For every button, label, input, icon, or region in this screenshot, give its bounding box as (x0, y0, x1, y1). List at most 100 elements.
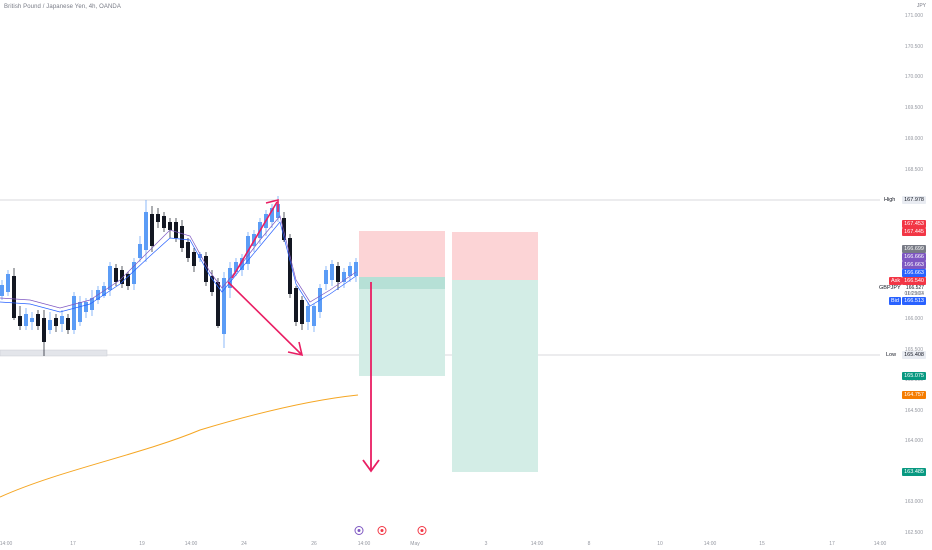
candle-body (42, 318, 46, 342)
price-tick: 168.500 (904, 167, 923, 173)
price-tick: 166.500 (904, 291, 923, 297)
low-level-label: Low (886, 352, 897, 358)
candle-body (342, 272, 346, 282)
candle-body (114, 268, 118, 282)
range-box (0, 349, 108, 357)
trend-arrow-up (231, 201, 278, 279)
chart-title: British Pound / Japanese Yen, 4h, OANDA (4, 4, 121, 10)
ma-price-tag-2: 166.666 (902, 253, 926, 261)
trend-arrow-down (227, 281, 302, 355)
candle-body (168, 222, 172, 230)
candle-body (348, 266, 352, 276)
ma-price-tag-1: 166.699 (902, 245, 926, 253)
candle-body (60, 316, 64, 324)
bar-countdown: 01:29:04 (904, 291, 924, 297)
time-tick: 14:00 (530, 541, 544, 547)
candle-body (126, 274, 130, 286)
currency-label: JPY (916, 3, 926, 9)
time-tick: 10 (657, 541, 663, 547)
candle-body (18, 316, 22, 326)
bid-label: Bid (889, 297, 901, 305)
candle-body (54, 318, 58, 326)
stop-loss-zone (359, 231, 445, 277)
low-level-value: 165.408 (902, 351, 926, 359)
candle-body (282, 218, 286, 240)
candle-body (354, 262, 358, 276)
candle-body (6, 274, 10, 292)
target-price-tag-1: 165.075 (902, 372, 926, 380)
high-level-value: 167.978 (902, 196, 926, 204)
stop-loss-zone (452, 232, 538, 280)
time-tick: 26 (311, 541, 317, 547)
candle-body (84, 302, 88, 312)
time-tick: 19 (139, 541, 145, 547)
candle-body (90, 298, 94, 310)
arrow-head-icon (265, 198, 279, 212)
time-tick: 8 (587, 541, 591, 547)
time-tick: 17 (70, 541, 76, 547)
candle-body (210, 276, 214, 292)
candle-body (144, 212, 148, 250)
price-tick: 163.000 (904, 499, 923, 505)
time-tick: May (410, 541, 420, 547)
symbol-label: GBPJPY (879, 285, 901, 291)
time-tick: 15 (759, 541, 765, 547)
candle-body (198, 254, 202, 258)
candle-body (12, 276, 16, 318)
time-tick: 3 (484, 541, 488, 547)
candle-body (150, 214, 154, 246)
candle-body (294, 288, 298, 322)
price-tick: 165.500 (904, 347, 923, 353)
time-tick: 14:00 (703, 541, 717, 547)
event-flag-icon[interactable] (377, 526, 387, 535)
price-tick: 169.500 (904, 105, 923, 111)
candle-body (222, 278, 226, 334)
candle-body (312, 306, 316, 326)
price-tick: 166.000 (904, 316, 923, 322)
event-flag-icon[interactable] (354, 526, 364, 535)
ask-label: Ask (889, 277, 903, 285)
candle-body (30, 318, 34, 322)
candle-body (186, 242, 190, 258)
candle-body (132, 262, 136, 284)
candle-body (306, 306, 310, 322)
ema-line (0, 394, 359, 498)
price-tick: 164.500 (904, 408, 923, 414)
price-tick: 169.000 (904, 136, 923, 142)
arrow-head-icon (287, 341, 304, 357)
candle-body (216, 282, 220, 326)
ma-price-tag-3: 166.663 (902, 261, 926, 269)
price-tick: 165.000 (904, 377, 923, 383)
candle-body (72, 296, 76, 330)
take-profit-zone (359, 289, 445, 376)
stop-price-tag-2: 167.445 (902, 228, 926, 236)
time-tick: 14:00 (184, 541, 198, 547)
bid-price-tag: 166.513 (902, 297, 926, 305)
candle-body (66, 318, 70, 330)
candle-body (336, 266, 340, 282)
candle-body (192, 252, 196, 266)
moving-average-line (0, 215, 357, 309)
price-tick: 171.000 (904, 13, 923, 19)
candle-body (180, 226, 184, 248)
candle-body (0, 285, 4, 296)
ask-price-tag: 166.540 (902, 277, 926, 285)
candle-body (234, 262, 238, 272)
event-flag-icon[interactable] (417, 526, 427, 535)
time-tick: 14:00 (357, 541, 371, 547)
price-tick: 164.000 (904, 438, 923, 444)
candle-body (108, 266, 112, 290)
candle-body (300, 300, 304, 324)
price-tick: 170.500 (904, 44, 923, 50)
candle-body (330, 264, 334, 280)
current-price: 166.527 (905, 285, 924, 291)
candle-body (240, 258, 244, 270)
candle-body (270, 208, 274, 222)
entry-zone (359, 277, 445, 289)
take-profit-zone (452, 280, 538, 472)
candle-body (174, 222, 178, 238)
moving-average-line (0, 221, 357, 313)
candle-body (78, 302, 82, 322)
